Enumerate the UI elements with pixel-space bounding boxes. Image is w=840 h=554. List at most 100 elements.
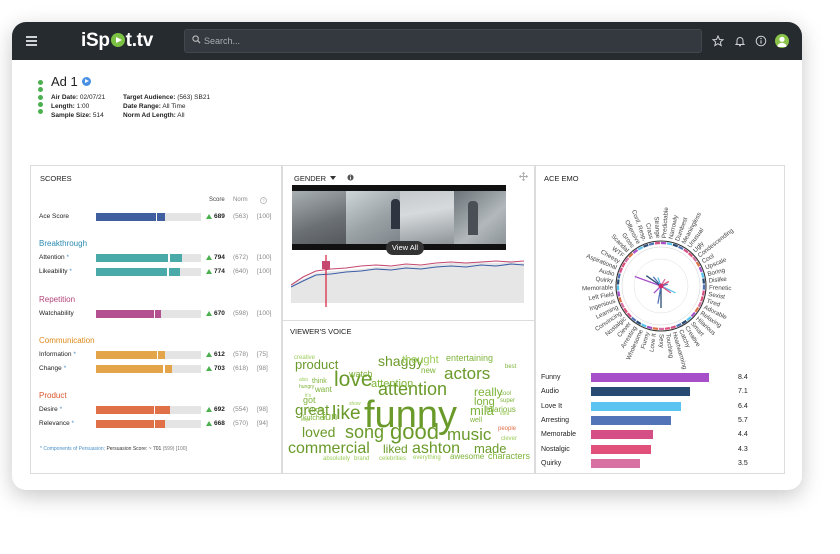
wheel-segment (628, 252, 634, 258)
search-input[interactable] (204, 32, 684, 50)
score-row-desire[interactable]: Desire * 692 (554) [98] (31, 405, 283, 415)
norm-column-header: Norm (233, 197, 248, 203)
emotion-bar (591, 415, 671, 425)
percentile-value: [100] (257, 213, 272, 220)
wheel-segment (632, 249, 639, 254)
cloud-word: it's (305, 393, 311, 399)
wheel-segment (672, 243, 679, 248)
info-icon[interactable] (755, 35, 767, 47)
wheel-label: Love It (648, 333, 658, 353)
gender-dropdown[interactable]: GENDER (294, 174, 337, 183)
emotion-value: 4.3 (738, 445, 748, 453)
ad-status-indicator (38, 80, 43, 116)
video-frame (400, 191, 454, 244)
cloud-word: awesome (450, 452, 485, 461)
cloud-word: clever (501, 436, 518, 442)
score-value: 794 (214, 254, 225, 261)
wheel-segment (626, 312, 632, 318)
star-icon[interactable] (712, 35, 724, 47)
cloud-word: mila (470, 403, 494, 418)
score-value: 668 (214, 420, 225, 427)
cloud-word: great (295, 402, 330, 419)
ad-title: Ad 1 (51, 74, 91, 89)
score-label: Relevance * (39, 420, 75, 427)
score-bar (96, 406, 201, 414)
score-label: Watchability (39, 310, 74, 317)
gender-info-icon[interactable] (347, 174, 354, 181)
ace-emo-panel: ACE EMO Predictable Narrowly Dumbest Meanin… (535, 165, 785, 474)
ace-score-row[interactable]: Ace Score 689 (563) [100] (31, 212, 283, 222)
wheel-segment (678, 245, 684, 251)
score-value: 612 (214, 351, 225, 358)
wheel-segment (670, 325, 677, 329)
cloud-word: idea (500, 411, 510, 417)
emotion-row-nostalgic[interactable]: Nostalgic 4.3 (536, 444, 786, 455)
score-label: Information * (39, 351, 76, 358)
emotion-row-arresting[interactable]: Arresting 5.7 (536, 415, 786, 426)
norm-value: (598) (233, 310, 249, 317)
emotion-row-quirky[interactable]: Quirky 3.5 (536, 458, 786, 469)
score-bar (96, 310, 201, 318)
wheel-label: Boring (707, 267, 727, 278)
cloud-word: kunis (308, 407, 325, 414)
wheel-label: Funny (640, 330, 652, 349)
emotion-row-love-it[interactable]: Love It 6.4 (536, 401, 786, 412)
cloud-word: shaggy (378, 353, 424, 369)
wheel-segment (617, 291, 621, 297)
bell-icon[interactable] (734, 35, 746, 47)
score-row-likeability[interactable]: Likeability * 774 (640) [100] (31, 267, 283, 277)
app-logo[interactable]: iSp t.tv (81, 30, 153, 51)
play-button-icon[interactable] (81, 77, 91, 86)
wheel-segment (621, 262, 626, 268)
percentile-value: [98] (257, 406, 268, 413)
top-navigation-bar: iSp t.tv (12, 22, 802, 60)
gender-line-chart (291, 255, 525, 307)
score-row-information[interactable]: Information * 612 (578) [75] (31, 350, 283, 360)
cloud-word: brand (354, 456, 370, 462)
help-icon[interactable]: ? (260, 197, 267, 204)
wheel-label: Sexist (708, 291, 726, 301)
wheel-segment (637, 246, 644, 251)
expand-icon[interactable] (519, 172, 528, 181)
score-row-relevance[interactable]: Relevance * 668 (570) [94] (31, 419, 283, 429)
cloud-word: song (345, 422, 385, 442)
wheel-center (658, 283, 664, 289)
wheel-spoke (634, 275, 662, 287)
wheel-label: Crass (644, 222, 654, 239)
norm-value: (672) (233, 254, 249, 261)
norm-value: (554) (233, 406, 249, 413)
wheel-segment (694, 306, 700, 313)
hamburger-menu-icon[interactable] (26, 36, 37, 46)
score-label: Desire * (39, 406, 63, 413)
emotion-row-audio[interactable]: Audio 7.1 (536, 387, 786, 397)
emotion-label: Love It (541, 402, 563, 410)
cloud-word: thought (402, 354, 439, 366)
search-box[interactable] (184, 29, 702, 53)
gender-panel: GENDER View All VIEWER'S VOICE funny atte… (282, 165, 535, 474)
wheel-segment (631, 316, 637, 322)
score-row-change[interactable]: Change * 703 (618) [98] (31, 364, 283, 374)
cloud-word: like (332, 403, 361, 424)
cloud-word: absolutely (323, 456, 351, 462)
scores-title: SCORES (40, 174, 72, 183)
emotion-row-memorable[interactable]: Memorable 4.4 (536, 430, 786, 440)
wheel-segment (676, 323, 682, 328)
video-thumbnail-strip[interactable] (292, 185, 506, 250)
wheel-segment (698, 266, 703, 273)
view-all-button[interactable]: View All (386, 241, 424, 255)
emotion-row-funny[interactable]: Funny 8.4 (536, 373, 786, 383)
wheel-segment (664, 327, 671, 330)
wheel-segment (666, 242, 673, 246)
score-bar (96, 420, 201, 428)
section-title-product: Product (39, 391, 67, 400)
score-row-watchability[interactable]: Watchability 670 (598) [100] (31, 309, 283, 319)
user-avatar[interactable] (775, 34, 789, 48)
wheel-segment (686, 316, 692, 322)
wheel-segment (646, 325, 653, 330)
cloud-word: best (505, 364, 517, 370)
chevron-down-icon (330, 176, 337, 180)
score-value: 689 (214, 213, 225, 220)
wheel-label: Left Field (588, 291, 615, 302)
score-row-attention[interactable]: Attention * 794 (672) [100] (31, 253, 283, 263)
up-arrow-icon (206, 311, 212, 316)
